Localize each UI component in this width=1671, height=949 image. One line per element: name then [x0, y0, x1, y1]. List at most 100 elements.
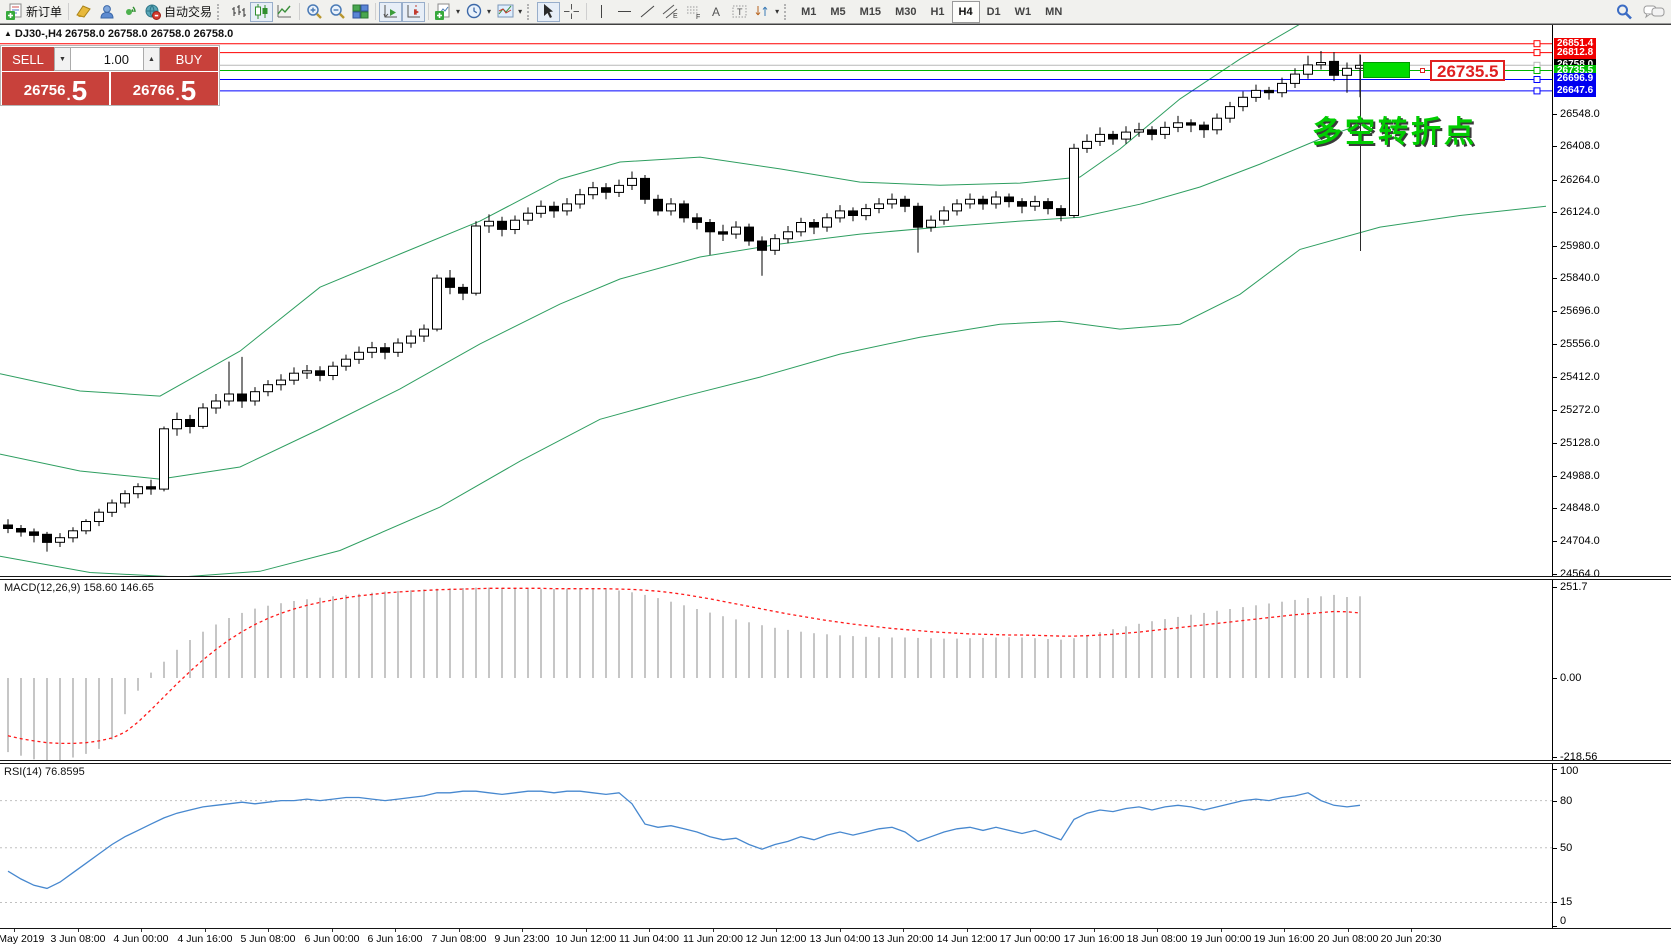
bar-chart-button[interactable]: [227, 2, 250, 22]
rsi-label: RSI(14) 76.8595: [4, 766, 85, 778]
zoom-in-button[interactable]: [303, 2, 326, 22]
text-label-icon: T: [731, 3, 748, 20]
timeframe-W1[interactable]: W1: [1014, 5, 1032, 18]
time-tick-label: 6 Jun 16:00: [367, 933, 423, 945]
vertical-line-object[interactable]: [1360, 55, 1361, 251]
search-icon[interactable]: [1615, 3, 1633, 21]
timeframe-D1[interactable]: D1: [986, 5, 1001, 18]
svg-text:F: F: [696, 14, 700, 20]
time-tick: [332, 929, 333, 932]
chat-icon[interactable]: [1643, 3, 1665, 21]
line-chart-button[interactable]: [273, 2, 296, 22]
toolbar-grip[interactable]: [527, 3, 533, 20]
rsi-axis[interactable]: 100 80 50 15 0: [1552, 764, 1671, 928]
rsi-canvas: [0, 790, 1552, 903]
volume-decrease-button[interactable]: ▼: [54, 47, 71, 71]
autotrading-button[interactable]: 自动交易: [141, 2, 215, 22]
timeframe-H1[interactable]: H1: [930, 5, 945, 18]
time-tick-label: 6 Jun 00:00: [304, 933, 360, 945]
highlight-rectangle-object[interactable]: [1363, 62, 1410, 78]
timeframe-H4[interactable]: H4: [951, 0, 980, 23]
new-order-icon: [6, 3, 23, 20]
axis-tick: [1553, 902, 1557, 903]
trendline-button[interactable]: [636, 2, 659, 22]
time-tick: [1030, 929, 1031, 932]
price-tick-label: 25696.0: [1560, 305, 1600, 317]
axis-tick: [1553, 311, 1557, 312]
crosshair-button[interactable]: [560, 2, 583, 22]
chart-shift-button[interactable]: [402, 1, 426, 22]
timeframe-M5[interactable]: M5: [830, 5, 846, 18]
sell-button[interactable]: SELL: [2, 47, 54, 71]
time-tick: [649, 929, 650, 932]
axis-tick: [1553, 541, 1557, 542]
price-tick-label: 26408.0: [1560, 140, 1600, 152]
turning-point-note[interactable]: 多空转折点: [1312, 116, 1477, 149]
buy-button[interactable]: BUY: [160, 47, 218, 71]
channel-icon: E: [662, 3, 679, 20]
main-toolbar: 新订单 自动交易: [0, 0, 1671, 24]
tile-windows-icon: [352, 3, 369, 20]
sell-price[interactable]: 26756. 5: [2, 72, 109, 105]
periods-button[interactable]: ▾: [463, 2, 494, 22]
volume-increase-button[interactable]: ▲: [143, 47, 160, 71]
price-axis[interactable]: 26548.0 26408.0 26264.0 26124.0 25980.0 25840…: [1552, 25, 1671, 576]
axis-tick: [1553, 587, 1557, 588]
time-tick-label: 20 Jun 08:00: [1317, 933, 1379, 945]
highlight-button[interactable]: [72, 2, 95, 22]
candlestick-chart-icon: [253, 3, 270, 20]
text-button[interactable]: A: [705, 2, 728, 22]
horizontal-line-button[interactable]: [613, 2, 636, 22]
rsi-pane[interactable]: RSI(14) 76.8595: [0, 764, 1552, 928]
time-tick: [395, 929, 396, 932]
zoom-out-button[interactable]: [326, 2, 349, 22]
tile-windows-button[interactable]: [349, 2, 372, 22]
macd-axis[interactable]: 251.7 0.00 -218.56: [1552, 580, 1671, 760]
cursor-button[interactable]: [537, 1, 561, 22]
auto-scroll-button[interactable]: [379, 1, 403, 22]
timeframe-MN[interactable]: MN: [1045, 5, 1063, 18]
candlestick-chart-button[interactable]: [250, 1, 274, 22]
main-pane-row: ▲ DJ30-,H4 26758.0 26758.0 26758.0 26758.…: [0, 25, 1671, 576]
indicators-button[interactable]: ▾: [432, 2, 463, 22]
collapse-arrow-icon[interactable]: ▲: [4, 29, 12, 38]
time-tick: [268, 929, 269, 932]
toolbar-grip[interactable]: [217, 3, 223, 20]
tag-anchor-handle[interactable]: [1420, 68, 1425, 73]
macd-tick-label: 0.00: [1560, 672, 1582, 684]
timeframe-M30[interactable]: M30: [895, 5, 917, 18]
vertical-line-button[interactable]: [590, 2, 613, 22]
signals-button[interactable]: [118, 2, 141, 22]
timeframe-M15[interactable]: M15: [859, 5, 882, 18]
axis-tick: [1553, 180, 1557, 181]
pane-divider[interactable]: [0, 760, 1671, 764]
rsi-tick-label: 80: [1560, 795, 1573, 807]
time-axis[interactable]: 31 May 2019 3 Jun 08:00 4 Jun 00:00 4 Jun 1…: [0, 928, 1671, 948]
text-label-button[interactable]: T: [728, 2, 751, 22]
time-tick: [1411, 929, 1412, 932]
macd-pane[interactable]: MACD(12,26,9) 158.60 146.65: [0, 580, 1552, 760]
axis-tick: [1553, 344, 1557, 345]
price-tick-label: 26124.0: [1560, 206, 1600, 218]
price-chart[interactable]: ▲ DJ30-,H4 26758.0 26758.0 26758.0 26758.…: [0, 25, 1552, 576]
shapes-button[interactable]: ▾: [751, 2, 782, 22]
indicators-icon: [435, 3, 452, 20]
toolbar-separator: [299, 3, 301, 20]
volume-input[interactable]: 1.00: [71, 47, 143, 71]
community-button[interactable]: [95, 2, 118, 22]
fibonacci-button[interactable]: F: [682, 2, 705, 22]
price-tick-label: 25128.0: [1560, 437, 1600, 449]
equidistant-channel-button[interactable]: E: [659, 2, 682, 22]
templates-button[interactable]: ▾: [494, 2, 525, 22]
time-tick: [522, 929, 523, 932]
bar-chart-icon: [230, 3, 247, 20]
price-tag-label[interactable]: 26735.5: [1430, 60, 1506, 81]
toolbar-grip[interactable]: [784, 3, 790, 20]
buy-price[interactable]: 26766. 5: [111, 72, 218, 105]
new-order-button[interactable]: 新订单: [3, 2, 65, 22]
timeframe-M1[interactable]: M1: [801, 5, 817, 18]
price-tick-label: 26264.0: [1560, 174, 1600, 186]
axis-tick: [1553, 769, 1557, 770]
pane-divider[interactable]: [0, 576, 1671, 580]
templates-caret-icon: ▾: [518, 7, 523, 16]
